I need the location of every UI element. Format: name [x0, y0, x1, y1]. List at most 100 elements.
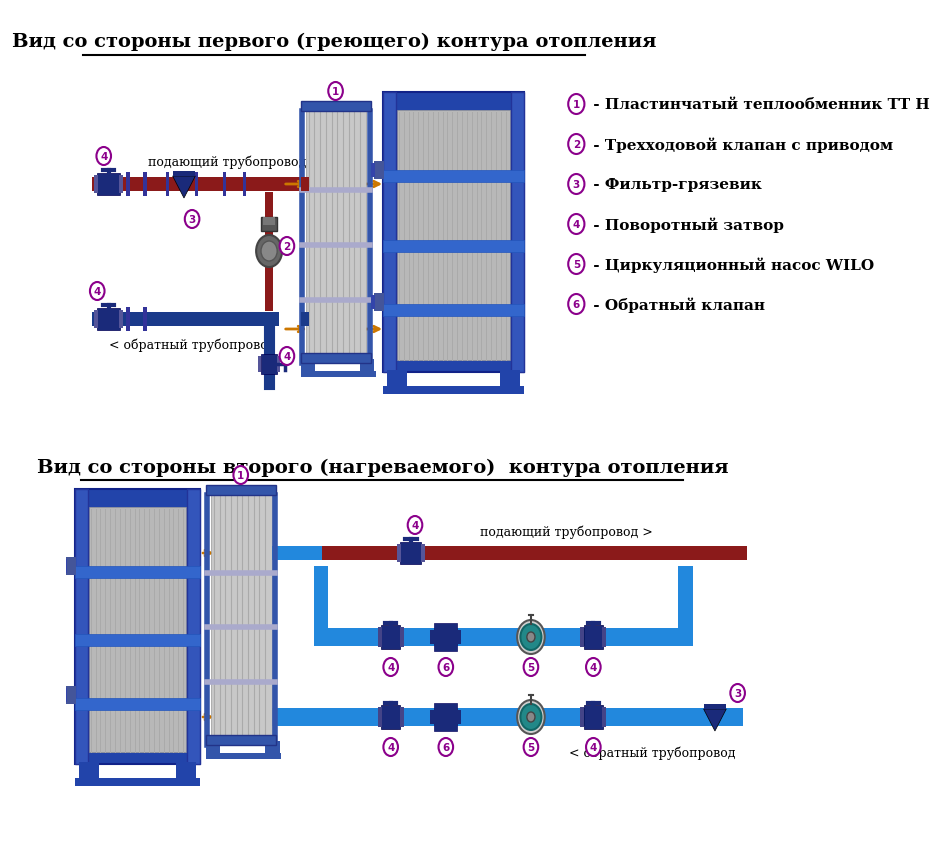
Bar [421, 544, 425, 562]
Bar [374, 294, 384, 312]
Bar [261, 354, 277, 375]
Bar [211, 492, 272, 740]
Circle shape [568, 215, 585, 234]
Text: 6: 6 [442, 742, 449, 752]
Bar [67, 687, 76, 705]
Bar [374, 162, 384, 180]
Text: < обратный трубопровод: < обратный трубопровод [569, 746, 735, 759]
Bar [434, 624, 457, 651]
Bar [511, 93, 525, 372]
Bar [603, 707, 606, 727]
Bar [195, 173, 197, 197]
Bar [97, 174, 120, 196]
Circle shape [730, 684, 744, 702]
Bar [386, 371, 407, 390]
Bar [314, 628, 679, 646]
Bar [371, 296, 375, 309]
Bar [176, 762, 196, 782]
Bar [603, 627, 606, 648]
Bar [79, 762, 99, 782]
Bar [97, 308, 120, 331]
Bar [301, 102, 371, 112]
Text: 6: 6 [442, 662, 449, 672]
Bar [314, 708, 744, 726]
Bar [92, 178, 344, 192]
Bar [383, 241, 525, 253]
Bar [381, 625, 400, 649]
Bar [206, 735, 276, 746]
Circle shape [439, 659, 453, 676]
Circle shape [527, 712, 535, 722]
Bar [126, 173, 130, 197]
Bar [301, 354, 371, 364]
Bar [434, 703, 457, 731]
Bar [277, 357, 280, 372]
Bar [144, 308, 147, 331]
Text: 1: 1 [332, 87, 339, 97]
Circle shape [90, 283, 104, 301]
Bar [398, 111, 509, 360]
Bar [243, 173, 246, 197]
Text: 4: 4 [412, 521, 418, 531]
Circle shape [384, 738, 398, 756]
Text: 3: 3 [188, 215, 196, 225]
Bar [500, 371, 521, 390]
Polygon shape [703, 709, 727, 731]
Bar [306, 108, 367, 358]
Bar [456, 711, 462, 724]
Bar [383, 170, 525, 183]
Bar [263, 218, 274, 226]
Text: 5: 5 [527, 662, 535, 672]
Text: 5: 5 [527, 742, 535, 752]
Text: 1: 1 [237, 470, 244, 481]
Circle shape [521, 625, 541, 650]
Bar [301, 371, 376, 377]
Bar [258, 357, 261, 372]
Text: - Трехходовой клапан с приводом: - Трехходовой клапан с приводом [588, 137, 893, 153]
Circle shape [439, 738, 453, 756]
Circle shape [524, 659, 539, 676]
Circle shape [279, 348, 294, 366]
Text: Вид со стороны второго (нагреваемого)  контура отопления: Вид со стороны второго (нагреваемого) ко… [37, 458, 728, 476]
Bar [301, 178, 309, 192]
Text: 4: 4 [589, 662, 597, 672]
Bar [272, 708, 314, 726]
Bar [265, 193, 274, 312]
Bar [261, 218, 277, 232]
Bar [67, 557, 76, 575]
Text: - Поворотный затвор: - Поворотный затвор [588, 217, 784, 233]
Bar [371, 164, 375, 178]
Text: 4: 4 [94, 286, 101, 296]
Text: 4: 4 [283, 352, 290, 361]
Bar [92, 313, 279, 326]
Bar [378, 627, 382, 648]
Bar [74, 566, 200, 578]
Circle shape [527, 632, 535, 642]
Bar [206, 741, 221, 753]
Circle shape [384, 659, 398, 676]
Bar [173, 172, 196, 177]
Bar [126, 308, 130, 331]
Circle shape [568, 295, 585, 314]
Circle shape [524, 738, 539, 756]
Bar [89, 508, 185, 752]
Bar [94, 176, 98, 193]
Bar [223, 173, 227, 197]
Text: 4: 4 [387, 662, 395, 672]
Bar [301, 313, 309, 326]
Circle shape [279, 238, 294, 256]
Text: 3: 3 [572, 180, 580, 190]
Text: < обратный трубопровод: < обратный трубопровод [109, 338, 275, 351]
Bar [314, 567, 328, 646]
Bar [272, 546, 747, 561]
Bar [383, 305, 525, 317]
Bar [272, 546, 321, 561]
Bar [383, 387, 525, 394]
Text: 4: 4 [589, 742, 597, 752]
Bar [580, 707, 585, 727]
Bar [187, 489, 200, 764]
Text: 4: 4 [100, 152, 107, 162]
Bar [119, 176, 123, 193]
Bar [206, 486, 276, 495]
Circle shape [568, 95, 585, 115]
